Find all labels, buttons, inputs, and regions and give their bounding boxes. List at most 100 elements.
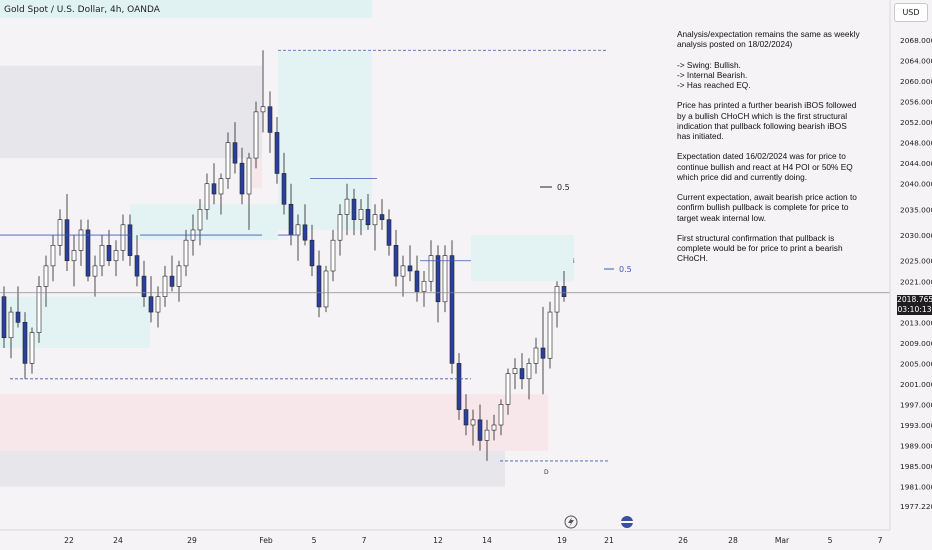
candle (393, 229, 399, 287)
current-price-badge: 2018.765 03:10:13 (897, 295, 932, 315)
bearish-candle-body (463, 409, 469, 426)
candle (554, 281, 560, 328)
bearish-candle-body (211, 183, 217, 195)
bullish-candle-body (421, 280, 427, 292)
price-tick-label: 1997.000 (900, 400, 932, 409)
bullish-candle-body (547, 311, 553, 359)
currency-button[interactable]: USD (894, 3, 928, 22)
bullish-candle-body (218, 178, 224, 195)
bearish-candle-body (365, 209, 371, 226)
bullish-candle-body (8, 311, 14, 339)
symbol-title[interactable]: Gold Spot / U.S. Dollar, 4h, OANDA (4, 5, 160, 15)
bearish-candle-body (281, 173, 287, 205)
bearish-candle-body (239, 162, 245, 195)
bearish-candle-body (169, 275, 175, 287)
current-price-value: 2018.765 (897, 295, 932, 304)
candle (505, 368, 511, 415)
price-tick-label: 2044.000 (900, 159, 932, 168)
lightning-icon (564, 515, 578, 529)
candle (526, 358, 532, 400)
bearish-candle-body (64, 219, 70, 262)
bearish-candle-body (540, 347, 546, 359)
candle (302, 204, 308, 246)
candle (386, 209, 392, 256)
candle (477, 404, 483, 451)
time-tick-label: 5 (312, 536, 317, 545)
candle (120, 214, 126, 261)
price-tick-label: 1985.000 (900, 462, 932, 471)
candle (351, 188, 357, 236)
candle (316, 250, 322, 318)
candle (540, 306, 546, 395)
candle (106, 229, 112, 266)
candle (232, 122, 238, 174)
candle (470, 409, 476, 446)
bullish-candle-body (344, 198, 350, 215)
candle (50, 235, 56, 282)
candle (379, 199, 385, 230)
candle (274, 116, 280, 184)
candle (22, 312, 28, 379)
time-tick-label: 28 (728, 536, 738, 545)
bullish-candle-body (92, 265, 98, 277)
bullish-candle-body (78, 229, 84, 251)
time-tick-label: 19 (557, 536, 567, 545)
bearish-candle-body (134, 255, 140, 277)
price-tick-label: 2064.000 (900, 57, 932, 66)
candle (85, 219, 91, 282)
price-tick-label: 1981.000 (900, 483, 932, 492)
time-tick-label: Feb (259, 536, 273, 545)
bullish-candle-body (246, 157, 252, 195)
price-tick-label: 2013.000 (900, 318, 932, 327)
price-tick-label: 2001.000 (900, 380, 932, 389)
price-axis: 2068.000 2064.000 2060.000 2056.000 2052.000… (900, 36, 932, 511)
eq-marker-2: 0.5 (604, 265, 632, 274)
zones-layer (0, 0, 574, 487)
candle (407, 245, 413, 282)
top-zone (0, 0, 372, 18)
candle (372, 204, 378, 251)
candle (309, 224, 315, 277)
price-tick-label: 2009.000 (900, 339, 932, 348)
candle (71, 235, 77, 287)
bearish-candle-body (316, 265, 322, 308)
candle (365, 193, 371, 230)
candle (1, 286, 7, 348)
candle (400, 255, 406, 297)
price-tick-label: 2025.000 (900, 257, 932, 266)
bullish-candle-body (176, 265, 182, 287)
bearish-candle-body (85, 229, 91, 277)
candle (78, 219, 84, 266)
bullish-candle-body (197, 209, 203, 231)
bullish-candle-body (337, 214, 343, 241)
zone-neutral (0, 65, 262, 159)
candle (225, 132, 231, 189)
candle (463, 394, 469, 436)
price-tick-label: 2052.000 (900, 118, 932, 127)
price-tick-label: 2040.000 (900, 180, 932, 189)
candle (498, 399, 504, 436)
bullish-candle-body (358, 209, 364, 220)
bearish-candle-body (449, 255, 455, 364)
candle (36, 276, 42, 343)
candle (428, 240, 434, 292)
bullish-candle-body (323, 270, 329, 308)
candle (57, 209, 63, 256)
time-tick-label: 26 (678, 536, 688, 545)
bearish-candle-body (232, 142, 238, 164)
candle (141, 260, 147, 307)
candle (43, 255, 49, 307)
bearish-candle-body (379, 214, 385, 220)
bullish-candle-body (470, 419, 476, 426)
candle (8, 306, 14, 359)
bearish-candle-body (106, 245, 112, 262)
time-tick-label: Mar (775, 536, 790, 545)
candle (344, 183, 350, 236)
bullish-candle-body (442, 255, 448, 303)
zone-neutral (0, 450, 505, 487)
bearish-candle-body (435, 255, 441, 303)
bearish-candle-body (414, 270, 420, 292)
bullish-candle-body (183, 239, 189, 267)
bearish-candle-body (288, 203, 294, 236)
